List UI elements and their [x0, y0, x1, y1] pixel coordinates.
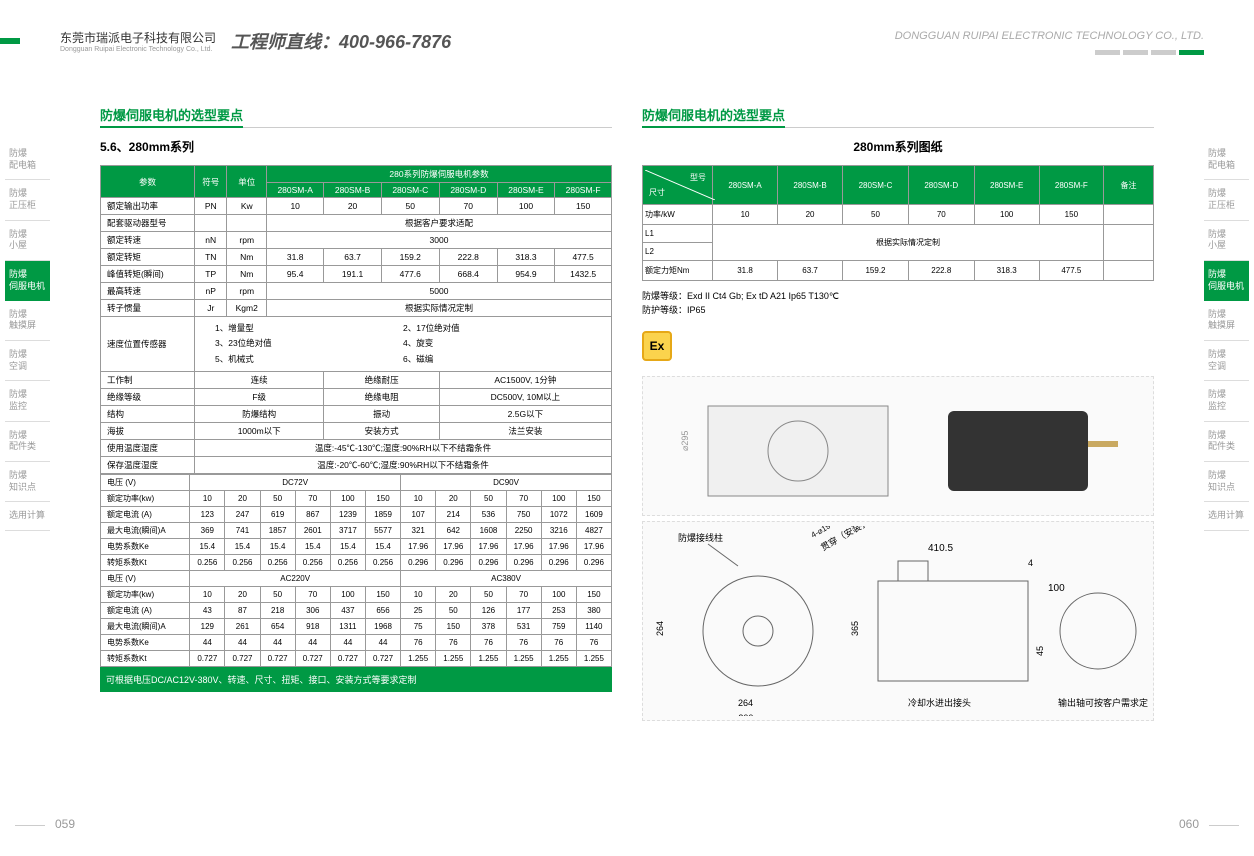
sidebar-item[interactable]: 防爆配电箱 [5, 140, 50, 180]
sidebar-item[interactable]: 防爆正压柜 [5, 180, 50, 220]
sidebar-item[interactable]: 防爆伺服电机 [1204, 261, 1249, 300]
sidebar-item[interactable]: 防爆监控 [1204, 381, 1249, 421]
sidebar-item[interactable]: 防爆正压柜 [1204, 180, 1249, 220]
side-view-terminal [898, 561, 928, 581]
rear-view-circle [1060, 593, 1136, 669]
sidebar-item[interactable]: 防爆配件类 [5, 422, 50, 462]
sidebar-item[interactable]: 防爆配电箱 [1204, 140, 1249, 180]
sidebar-item[interactable]: 防爆知识点 [1204, 462, 1249, 502]
sidebar-item[interactable]: 防爆伺服电机 [5, 261, 50, 300]
voltage-table: 电压 (V)DC72VDC90V额定功率(kw)1020507010015010… [100, 474, 612, 667]
subtitle-right: 280mm系列图纸 [642, 138, 1154, 155]
sidebar-left: 防爆配电箱防爆正压柜防爆小屋防爆伺服电机防爆触摸屏防爆空调防爆监控防爆配件类防爆… [5, 140, 50, 531]
front-view-circle [703, 576, 813, 686]
sidebar-right: 防爆配电箱防爆正压柜防爆小屋防爆伺服电机防爆触摸屏防爆空调防爆监控防爆配件类防爆… [1204, 140, 1249, 531]
label-terminal: 防爆接线柱 [678, 532, 723, 543]
hotline-text: 工程师直线：400-966-7876 [231, 28, 451, 54]
motor-shaft [1088, 441, 1118, 447]
section-title-right: 防爆伺服电机的选型要点 [642, 105, 785, 128]
sidebar-item[interactable]: 防爆配件类 [1204, 422, 1249, 462]
page-number-left: 059 [55, 817, 75, 831]
subtitle-left: 5.6、280mm系列 [100, 138, 612, 155]
sidebar-item[interactable]: 防爆小屋 [1204, 221, 1249, 261]
page-number-right: 060 [1179, 817, 1199, 831]
table-footer-note: 可根据电压DC/AC12V-380V、转速、尺寸、扭矩、接口、安装方式等要求定制 [100, 667, 612, 692]
company-name-en: Dongguan Ruipai Electronic Technology Co… [60, 46, 216, 53]
dimension-table: 型号尺寸280SM-A280SM-B280SM-C280SM-D280SM-E2… [642, 165, 1154, 281]
sidebar-item[interactable]: 选用计算 [5, 502, 50, 531]
technical-drawing-svg: 防爆接线柱 264 ⌀300 264 贯穿（安装孔） 4-⌀19 410.5 4… [648, 526, 1148, 716]
dim-100: 100 [1048, 583, 1065, 594]
sidebar-item[interactable]: 防爆空调 [1204, 341, 1249, 381]
spec-line-1: 防爆等级：Exd II Ct4 Gb; Ex tD A21 Ip65 T130℃ [642, 289, 1154, 303]
dim-365: 365 [850, 621, 860, 636]
sidebar-item[interactable]: 防爆空调 [5, 341, 50, 381]
company-name-cn: 东莞市瑞派电子科技有限公司 [60, 29, 216, 46]
front-view-center [743, 616, 773, 646]
dim-264v: 264 [655, 621, 665, 636]
motor-side-view-svg: ⌀295 [668, 381, 1128, 511]
page-line-left [15, 825, 45, 826]
sidebar-item[interactable]: 选用计算 [1204, 502, 1249, 531]
dim-410: 410.5 [928, 543, 953, 554]
motor-technical-drawing: 防爆接线柱 264 ⌀300 264 贯穿（安装孔） 4-⌀19 410.5 4… [642, 521, 1154, 721]
side-view-body [878, 581, 1028, 681]
main-content: 防爆伺服电机的选型要点 5.6、280mm系列 参数符号单位280系列防爆伺服电… [100, 105, 1154, 721]
company-block: 东莞市瑞派电子科技有限公司 Dongguan Ruipai Electronic… [60, 29, 216, 53]
ex-certification-icon: Ex [642, 331, 672, 361]
dim-4: 4 [1028, 558, 1033, 568]
sidebar-item[interactable]: 防爆知识点 [5, 462, 50, 502]
section-title-left: 防爆伺服电机的选型要点 [100, 105, 243, 128]
sidebar-item[interactable]: 防爆小屋 [5, 221, 50, 261]
company-name-right: DONGGUAN RUIPAI ELECTRONIC TECHNOLOGY CO… [895, 30, 1204, 42]
header-accent-bar [0, 38, 20, 44]
label-coolant: 冷却水进出接头 [908, 697, 971, 708]
dim-264: 264 [738, 698, 753, 708]
main-spec-table: 参数符号单位280系列防爆伺服电机参数280SM-A280SM-B280SM-C… [100, 165, 612, 474]
label-shaft: 输出轴可按客户需求定制 [1058, 697, 1148, 708]
header-bars-right [1095, 50, 1204, 55]
leader-line [708, 544, 738, 566]
sidebar-item[interactable]: 防爆监控 [5, 381, 50, 421]
spec-line-2: 防护等级：IP65 [642, 303, 1154, 317]
motor-body-outline [708, 406, 888, 496]
left-column: 防爆伺服电机的选型要点 5.6、280mm系列 参数符号单位280系列防爆伺服电… [100, 105, 612, 721]
motor-photo [948, 411, 1088, 491]
motor-photo-diagram: ⌀295 [642, 376, 1154, 516]
page-line-right [1209, 825, 1239, 826]
sidebar-item[interactable]: 防爆触摸屏 [1204, 301, 1249, 341]
explosion-proof-spec: 防爆等级：Exd II Ct4 Gb; Ex tD A21 Ip65 T130℃… [642, 289, 1154, 318]
dim-phi295: ⌀295 [680, 430, 690, 450]
sidebar-item[interactable]: 防爆触摸屏 [5, 301, 50, 341]
dim-45: 45 [1035, 646, 1045, 656]
dim-phi300: ⌀300 [733, 713, 753, 716]
right-column: 防爆伺服电机的选型要点 280mm系列图纸 型号尺寸280SM-A280SM-B… [642, 105, 1154, 721]
